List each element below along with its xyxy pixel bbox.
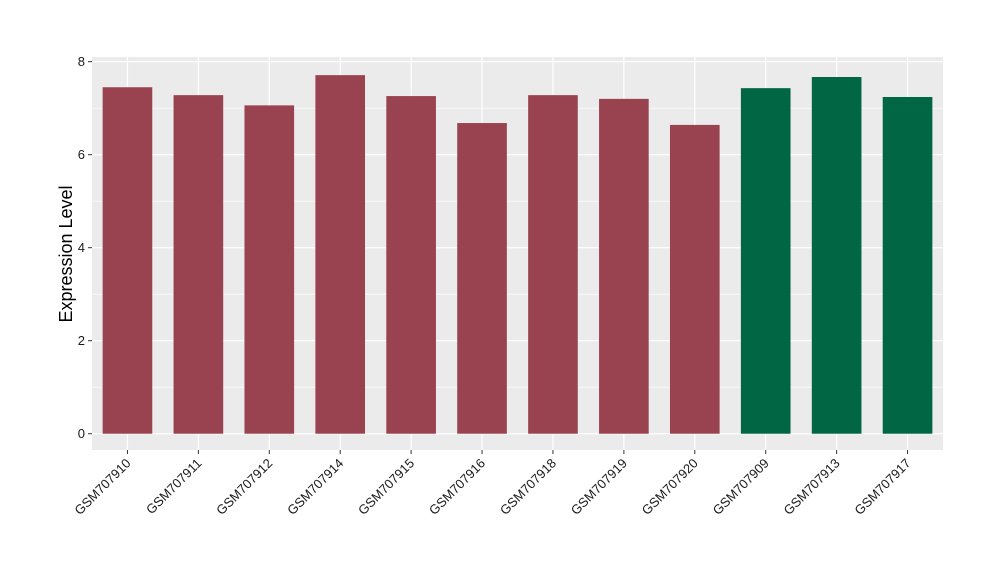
y-tick-label: 2 <box>78 333 85 348</box>
x-tick-label: GSM707909 <box>710 456 772 518</box>
plot-panel <box>92 57 943 450</box>
bar-GSM707916 <box>457 123 507 434</box>
x-tick-label: GSM707917 <box>851 456 913 518</box>
bar-GSM707919 <box>599 98 649 434</box>
bar-GSM707911 <box>173 95 224 434</box>
bar-GSM707918 <box>528 95 578 434</box>
x-tick-label: GSM707918 <box>497 456 559 518</box>
bar-GSM707920 <box>669 124 720 434</box>
bar-GSM707917 <box>882 96 933 434</box>
y-axis-title: Expression Level <box>56 185 76 322</box>
x-tick-label: GSM707916 <box>426 456 488 518</box>
bar-GSM707910 <box>102 87 153 434</box>
bar-GSM707914 <box>315 75 366 434</box>
bar-GSM707915 <box>386 96 436 434</box>
y-axis: 0 2 4 6 8 <box>78 54 92 441</box>
y-tick-label: 0 <box>78 426 85 441</box>
x-tick-label: GSM707920 <box>639 456 701 518</box>
x-tick-label: GSM707912 <box>213 456 275 518</box>
x-tick-label: GSM707911 <box>143 456 205 518</box>
bar-GSM707912 <box>244 105 295 434</box>
y-tick-label: 4 <box>78 240 85 255</box>
y-tick-label: 6 <box>78 147 85 162</box>
x-tick-label: GSM707919 <box>568 456 630 518</box>
x-tick-label: GSM707910 <box>71 456 133 518</box>
bar-GSM707913 <box>811 76 862 434</box>
y-tick-label: 8 <box>78 54 85 69</box>
x-axis: GSM707910 GSM707911 GSM707912 GSM707914 GSM7… <box>71 450 914 518</box>
x-tick-label: GSM707913 <box>781 456 843 518</box>
bars <box>102 75 933 434</box>
x-tick-label: GSM707915 <box>355 456 417 518</box>
x-tick-label: GSM707914 <box>284 456 346 518</box>
bar-GSM707909 <box>740 88 791 434</box>
